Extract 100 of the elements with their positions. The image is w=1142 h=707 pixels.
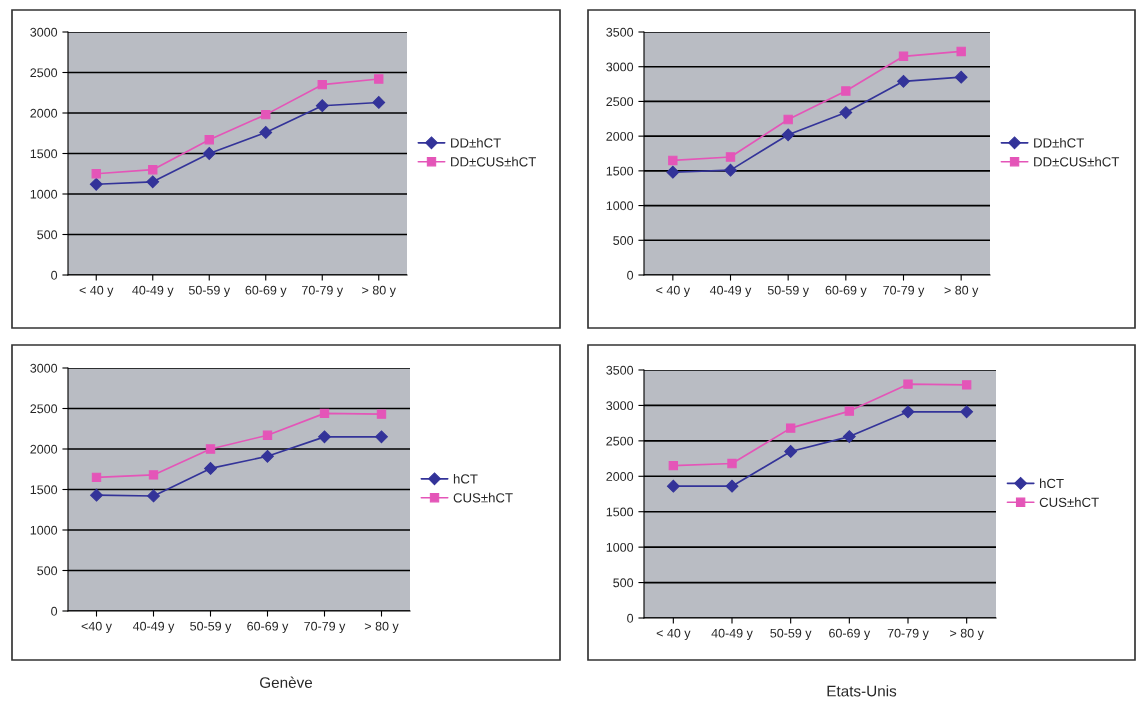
- y-tick-label: 2000: [606, 131, 634, 141]
- point: [903, 379, 913, 389]
- point: [202, 147, 216, 160]
- point: [318, 430, 331, 444]
- point: [91, 472, 102, 483]
- y-tick-label: 3000: [30, 27, 58, 37]
- point: [897, 74, 910, 88]
- y-tick-label: 1000: [606, 542, 634, 552]
- point: [147, 489, 160, 503]
- legend-label: DD±CUS±hCT: [1034, 156, 1120, 167]
- y-tick-label: 0: [627, 613, 634, 623]
- y-tick-label: 2500: [30, 404, 58, 414]
- point: [666, 479, 680, 493]
- point: [375, 430, 388, 444]
- point: [901, 405, 915, 419]
- x-tick-label: 60-69 y: [245, 285, 287, 298]
- x-tick-label: 40-49 y: [711, 628, 753, 641]
- point: [315, 99, 329, 113]
- legend-label: DD±hCT: [1034, 137, 1084, 148]
- x-tick-label: > 80 y: [364, 621, 399, 634]
- x-tick-label: 60-69 y: [825, 285, 867, 298]
- point: [666, 165, 680, 179]
- x-tick-label: > 80 y: [362, 285, 396, 298]
- point: [317, 79, 327, 90]
- point: [148, 165, 158, 175]
- point: [89, 177, 103, 191]
- x-tick-label: 40-49 y: [132, 285, 174, 298]
- y-tick-label: 3500: [606, 365, 634, 375]
- x-tick-label: 60-69 y: [247, 621, 289, 634]
- text: Genève: [260, 676, 313, 688]
- point: [727, 458, 737, 469]
- y-tick-label: 3500: [606, 27, 634, 37]
- point: [91, 169, 101, 179]
- y-tick-label: 500: [37, 230, 58, 240]
- x-tick-label: 50-59 y: [767, 285, 809, 298]
- y-tick-label: 1000: [30, 189, 58, 199]
- y-tick-label: 2500: [606, 436, 634, 446]
- point: [376, 409, 387, 419]
- point: [374, 74, 384, 84]
- x-tick-label: 50-59 y: [188, 285, 231, 298]
- y-tick-label: 1500: [30, 485, 58, 495]
- point: [261, 109, 271, 120]
- point: [262, 430, 273, 440]
- point: [372, 96, 386, 109]
- point: [783, 114, 793, 125]
- point: [725, 152, 736, 162]
- point: [841, 86, 851, 96]
- text: Etats-Unis: [827, 685, 897, 697]
- point: [842, 430, 856, 444]
- y-tick-label: 0: [51, 606, 58, 616]
- point: [784, 445, 798, 458]
- point: [261, 449, 274, 463]
- y-tick-label: 1000: [30, 525, 58, 535]
- x-tick-label: > 80 y: [944, 285, 979, 298]
- x-tick-label: 70-79 y: [887, 628, 929, 641]
- x-tick-label: < 40 y: [79, 285, 114, 298]
- y-tick-label: 2000: [30, 444, 58, 454]
- point: [785, 423, 796, 433]
- y-tick-label: 2500: [606, 97, 634, 107]
- legend-label: CUS±hCT: [1039, 497, 1099, 507]
- point: [844, 406, 855, 416]
- point: [148, 470, 159, 480]
- point: [146, 175, 160, 189]
- legend-label: hCT: [453, 473, 478, 484]
- y-tick-label: 1500: [606, 166, 634, 176]
- point: [90, 488, 103, 502]
- point: [205, 444, 216, 454]
- y-tick-label: 2000: [30, 108, 58, 118]
- y-tick-label: 1500: [606, 507, 634, 517]
- y-tick-label: 3000: [30, 363, 58, 373]
- point: [954, 70, 968, 84]
- y-tick-label: 3000: [606, 62, 634, 72]
- y-tick-label: 500: [37, 566, 58, 576]
- x-tick-label: 40-49 y: [709, 285, 752, 298]
- x-tick-label: 40-49 y: [132, 621, 175, 634]
- y-tick-label: 3000: [606, 401, 634, 411]
- y-tick-label: 0: [627, 270, 634, 280]
- y-tick-label: 500: [613, 578, 634, 588]
- y-tick-label: 500: [613, 236, 634, 245]
- point: [960, 405, 974, 419]
- x-tick-label: 70-79 y: [304, 621, 346, 634]
- y-tick-label: 2500: [30, 68, 58, 78]
- point: [898, 51, 909, 61]
- point: [781, 128, 795, 142]
- point: [319, 408, 330, 419]
- x-tick-label: 50-59 y: [770, 628, 812, 641]
- x-tick-label: > 80 y: [950, 628, 984, 641]
- x-tick-label: 70-79 y: [302, 285, 344, 298]
- y-tick-label: 1000: [606, 201, 634, 211]
- point: [259, 126, 273, 139]
- point: [725, 479, 739, 493]
- y-tick-label: 0: [51, 270, 58, 280]
- point: [724, 163, 737, 177]
- y-tick-label: 1500: [30, 149, 58, 159]
- point: [668, 155, 678, 166]
- y-tick-label: 2000: [606, 472, 634, 481]
- x-tick-label: 50-59 y: [190, 621, 232, 634]
- legend-label: CUS±hCT: [453, 492, 513, 503]
- point: [956, 46, 966, 57]
- x-tick-label: < 40 y: [656, 285, 691, 298]
